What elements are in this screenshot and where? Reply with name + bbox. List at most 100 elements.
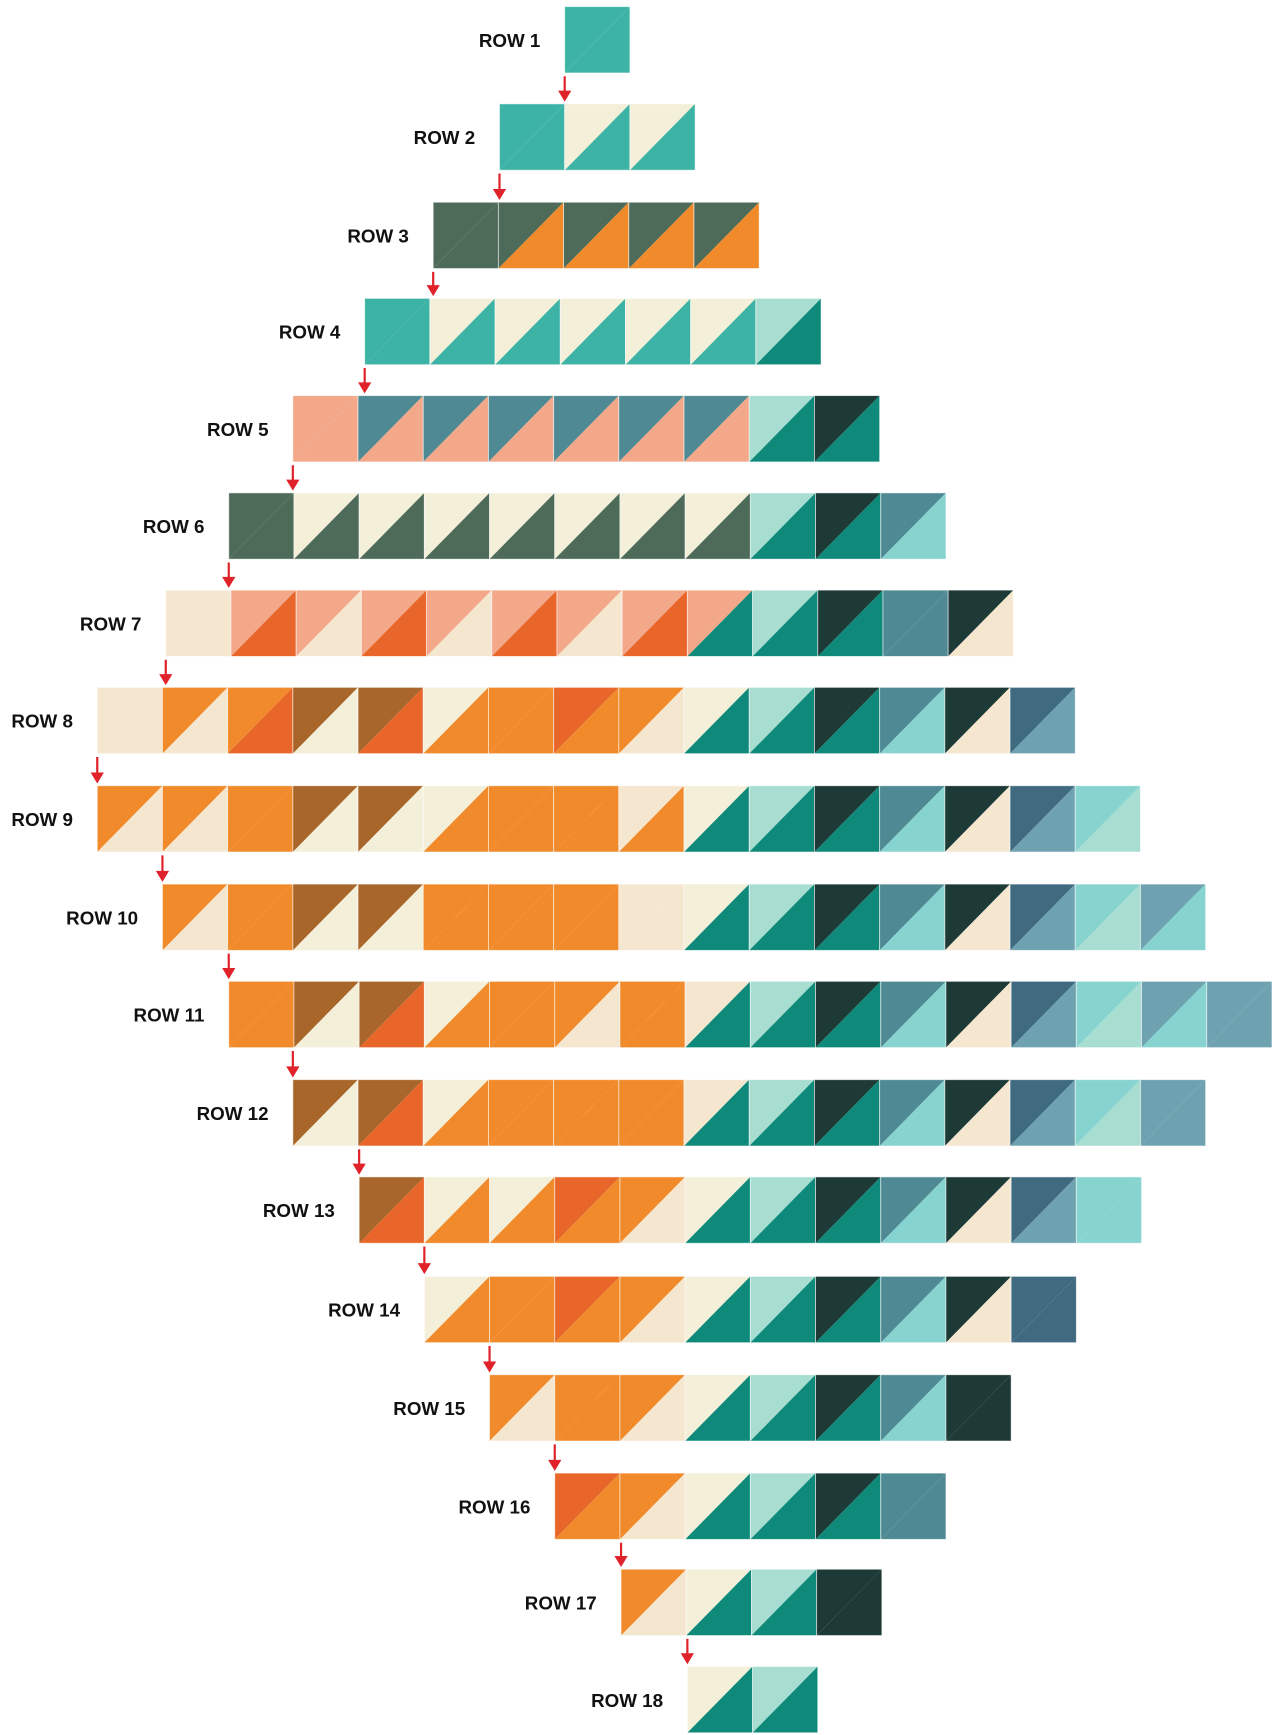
row-label: ROW 14 bbox=[328, 1300, 401, 1321]
triangle bbox=[433, 202, 499, 269]
triangle bbox=[488, 884, 554, 951]
triangle bbox=[618, 884, 685, 951]
triangle bbox=[945, 1374, 1012, 1442]
row-label: ROW 3 bbox=[347, 226, 409, 247]
triangle bbox=[684, 687, 750, 754]
triangle bbox=[361, 590, 427, 657]
triangle bbox=[685, 1374, 751, 1442]
triangle bbox=[1010, 785, 1076, 853]
triangle bbox=[815, 492, 881, 560]
arrow-head bbox=[680, 1653, 694, 1665]
arrow-head bbox=[159, 674, 173, 686]
block-outline bbox=[755, 297, 822, 366]
row-label: ROW 6 bbox=[143, 516, 205, 537]
row-label: ROW 1 bbox=[479, 30, 541, 51]
triangle bbox=[618, 687, 685, 754]
triangle bbox=[815, 1374, 881, 1442]
triangle bbox=[553, 884, 619, 951]
arrow-head bbox=[222, 576, 236, 588]
triangle bbox=[1075, 1079, 1141, 1146]
triangle bbox=[749, 785, 815, 853]
triangle bbox=[879, 687, 945, 754]
arrow-head bbox=[358, 382, 372, 394]
triangle bbox=[423, 785, 489, 853]
arrow-head bbox=[426, 285, 440, 297]
quilt-row bbox=[228, 492, 947, 560]
triangle bbox=[564, 6, 630, 73]
triangle bbox=[684, 1079, 750, 1146]
triangle bbox=[684, 884, 750, 951]
triangle bbox=[553, 785, 619, 853]
triangle bbox=[489, 492, 555, 560]
triangle bbox=[948, 590, 1014, 657]
triangle bbox=[564, 103, 630, 171]
triangle bbox=[227, 884, 293, 951]
quilt-row bbox=[96, 785, 1141, 853]
triangle bbox=[944, 785, 1011, 853]
triangle bbox=[358, 395, 424, 462]
arrow-head bbox=[492, 188, 507, 201]
triangle bbox=[553, 687, 619, 754]
triangle bbox=[423, 687, 489, 754]
triangle bbox=[553, 1079, 619, 1146]
triangle bbox=[556, 590, 623, 657]
row-label: ROW 15 bbox=[393, 1398, 465, 1419]
triangle bbox=[1010, 1079, 1076, 1146]
triangle bbox=[687, 590, 753, 657]
triangle bbox=[749, 395, 815, 462]
block-outline bbox=[1009, 686, 1076, 755]
quilt-row bbox=[292, 1079, 1207, 1147]
triangle bbox=[358, 687, 424, 754]
row-label: ROW 18 bbox=[591, 1690, 663, 1711]
row-label: ROW 13 bbox=[263, 1200, 335, 1221]
triangle bbox=[684, 785, 750, 853]
triangle bbox=[227, 785, 293, 853]
triangle bbox=[749, 1079, 815, 1146]
block-outline bbox=[564, 6, 631, 74]
row-label: ROW 2 bbox=[414, 127, 476, 148]
triangle bbox=[488, 687, 554, 754]
triangle bbox=[1140, 1079, 1206, 1146]
triangle bbox=[292, 687, 359, 754]
triangle bbox=[292, 395, 359, 462]
triangle bbox=[563, 202, 629, 269]
triangle bbox=[755, 298, 822, 365]
triangle bbox=[944, 1079, 1011, 1146]
triangle bbox=[429, 298, 496, 365]
quilt-row bbox=[564, 6, 631, 74]
triangle bbox=[684, 395, 750, 462]
arrow-head bbox=[548, 1459, 562, 1471]
arrow-head bbox=[482, 1361, 497, 1373]
triangle bbox=[1010, 687, 1076, 754]
triangle bbox=[293, 492, 360, 560]
triangle bbox=[358, 1079, 424, 1146]
triangle bbox=[488, 785, 554, 853]
arrow-head bbox=[222, 968, 236, 980]
triangle bbox=[750, 1374, 816, 1442]
block-outline bbox=[752, 1666, 819, 1734]
row-label: ROW 4 bbox=[279, 322, 341, 343]
quilt-row bbox=[489, 1374, 1012, 1442]
block-outline bbox=[1075, 1176, 1142, 1244]
quilt-row bbox=[499, 103, 696, 171]
triangle bbox=[296, 590, 362, 657]
triangle bbox=[1076, 981, 1142, 1048]
triangle bbox=[944, 884, 1011, 951]
triangle bbox=[752, 590, 818, 657]
arrow-head bbox=[90, 772, 104, 784]
triangle bbox=[628, 202, 694, 269]
quilt-row bbox=[686, 1666, 819, 1734]
triangle bbox=[685, 1473, 751, 1540]
row-label: ROW 10 bbox=[66, 907, 138, 928]
triangle bbox=[618, 395, 685, 462]
triangle bbox=[879, 884, 945, 951]
triangle bbox=[1206, 981, 1272, 1048]
block-outline bbox=[880, 1472, 947, 1540]
triangle bbox=[488, 1079, 554, 1146]
triangle bbox=[227, 687, 293, 754]
triangle bbox=[619, 1374, 686, 1442]
arrow-head bbox=[286, 1066, 300, 1078]
triangle bbox=[685, 492, 751, 560]
block-outline bbox=[945, 1374, 1012, 1442]
